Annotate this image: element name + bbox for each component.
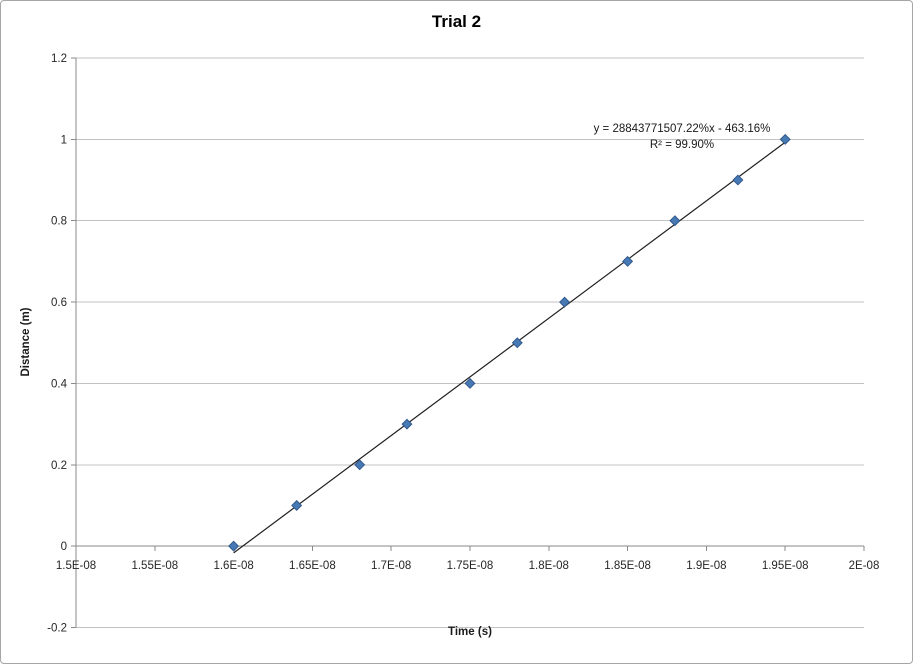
x-tick-label: 1.6E-08 xyxy=(213,560,253,572)
chart-title: Trial 2 xyxy=(431,12,482,31)
x-tick-label: 1.9E-08 xyxy=(686,560,726,572)
x-tick-label: 1.5E-08 xyxy=(56,560,96,572)
y-tick-label: 0.4 xyxy=(51,378,68,390)
trendline-r-squared: R² = 99.90% xyxy=(649,138,715,151)
x-tick-label: 1.65E-08 xyxy=(289,560,336,572)
x-tick-label: 1.85E-08 xyxy=(604,560,651,572)
x-tick-label: 1.75E-08 xyxy=(447,560,494,572)
data-point-marker xyxy=(291,499,303,511)
y-tick-label: 1 xyxy=(61,134,67,146)
trendline-annotation: y = 28843771507.22%x - 463.16% R² = 99.9… xyxy=(551,122,813,153)
x-tick-label: 1.8E-08 xyxy=(529,560,569,572)
y-tick-label: -0.2 xyxy=(47,623,67,635)
y-tick-label: 1.2 xyxy=(51,53,67,65)
data-point-marker xyxy=(511,337,523,349)
data-point-marker xyxy=(669,215,681,227)
data-point-marker xyxy=(622,255,634,267)
trendline xyxy=(233,141,786,554)
y-tick-label: 0.8 xyxy=(51,216,67,228)
data-point-marker xyxy=(779,133,791,145)
trendline-equation: y = 28843771507.22%x - 463.16% xyxy=(593,123,771,135)
x-axis-title: Time (s) xyxy=(448,626,492,638)
data-point-marker xyxy=(732,174,744,186)
x-tick-label: 1.95E-08 xyxy=(762,560,809,572)
data-point-marker xyxy=(354,459,366,471)
y-tick-label: 0 xyxy=(61,541,67,553)
y-tick-label: 0.2 xyxy=(51,460,67,472)
x-tick-label: 1.55E-08 xyxy=(131,560,178,572)
data-point-marker xyxy=(464,377,476,389)
data-point-marker xyxy=(228,540,240,552)
x-tick-label: 2E-08 xyxy=(849,560,880,572)
y-tick-label: 0.6 xyxy=(51,297,67,309)
y-axis-title: Distance (m) xyxy=(20,307,32,377)
data-point-marker xyxy=(401,418,413,430)
data-point-marker xyxy=(559,296,571,308)
x-tick-label: 1.7E-08 xyxy=(371,560,411,572)
